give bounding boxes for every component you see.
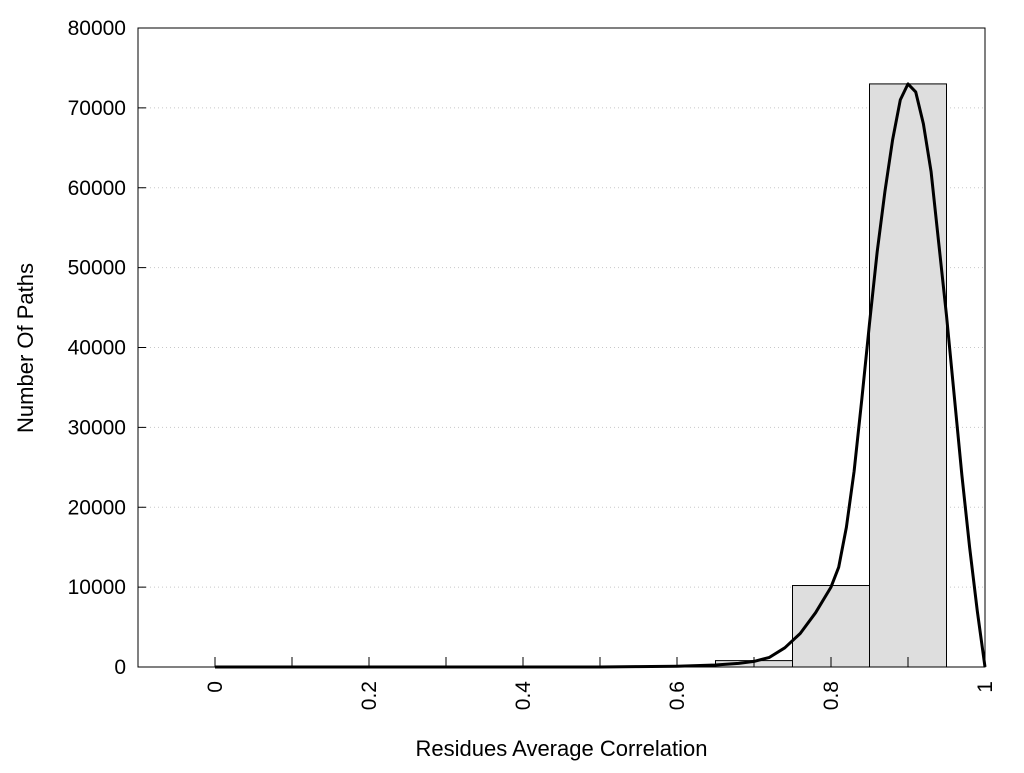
x-tick-label: 1	[974, 681, 997, 693]
y-tick-label: 40000	[68, 337, 126, 360]
y-tick-label: 50000	[68, 257, 126, 280]
y-tick-label: 0	[114, 656, 126, 679]
x-tick-label: 0.2	[358, 681, 381, 710]
x-axis-title: Residues Average Correlation	[416, 736, 708, 761]
y-tick-label: 30000	[68, 416, 126, 439]
x-tick-label: 0.6	[666, 681, 689, 710]
y-tick-label: 70000	[68, 97, 126, 120]
x-tick-label: 0	[204, 681, 227, 693]
plot-frame	[138, 28, 985, 667]
y-tick-label: 80000	[68, 17, 126, 40]
y-tick-label: 20000	[68, 496, 126, 519]
y-tick-label: 10000	[68, 576, 126, 599]
x-tick-label: 0.4	[512, 681, 535, 711]
grid-layer	[138, 108, 985, 587]
histogram-bar	[870, 84, 947, 667]
x-tick-label: 0.8	[820, 681, 843, 710]
y-tick-label: 60000	[68, 177, 126, 200]
ticks-layer	[138, 108, 985, 667]
y-axis-title: Number Of Paths	[13, 263, 38, 433]
